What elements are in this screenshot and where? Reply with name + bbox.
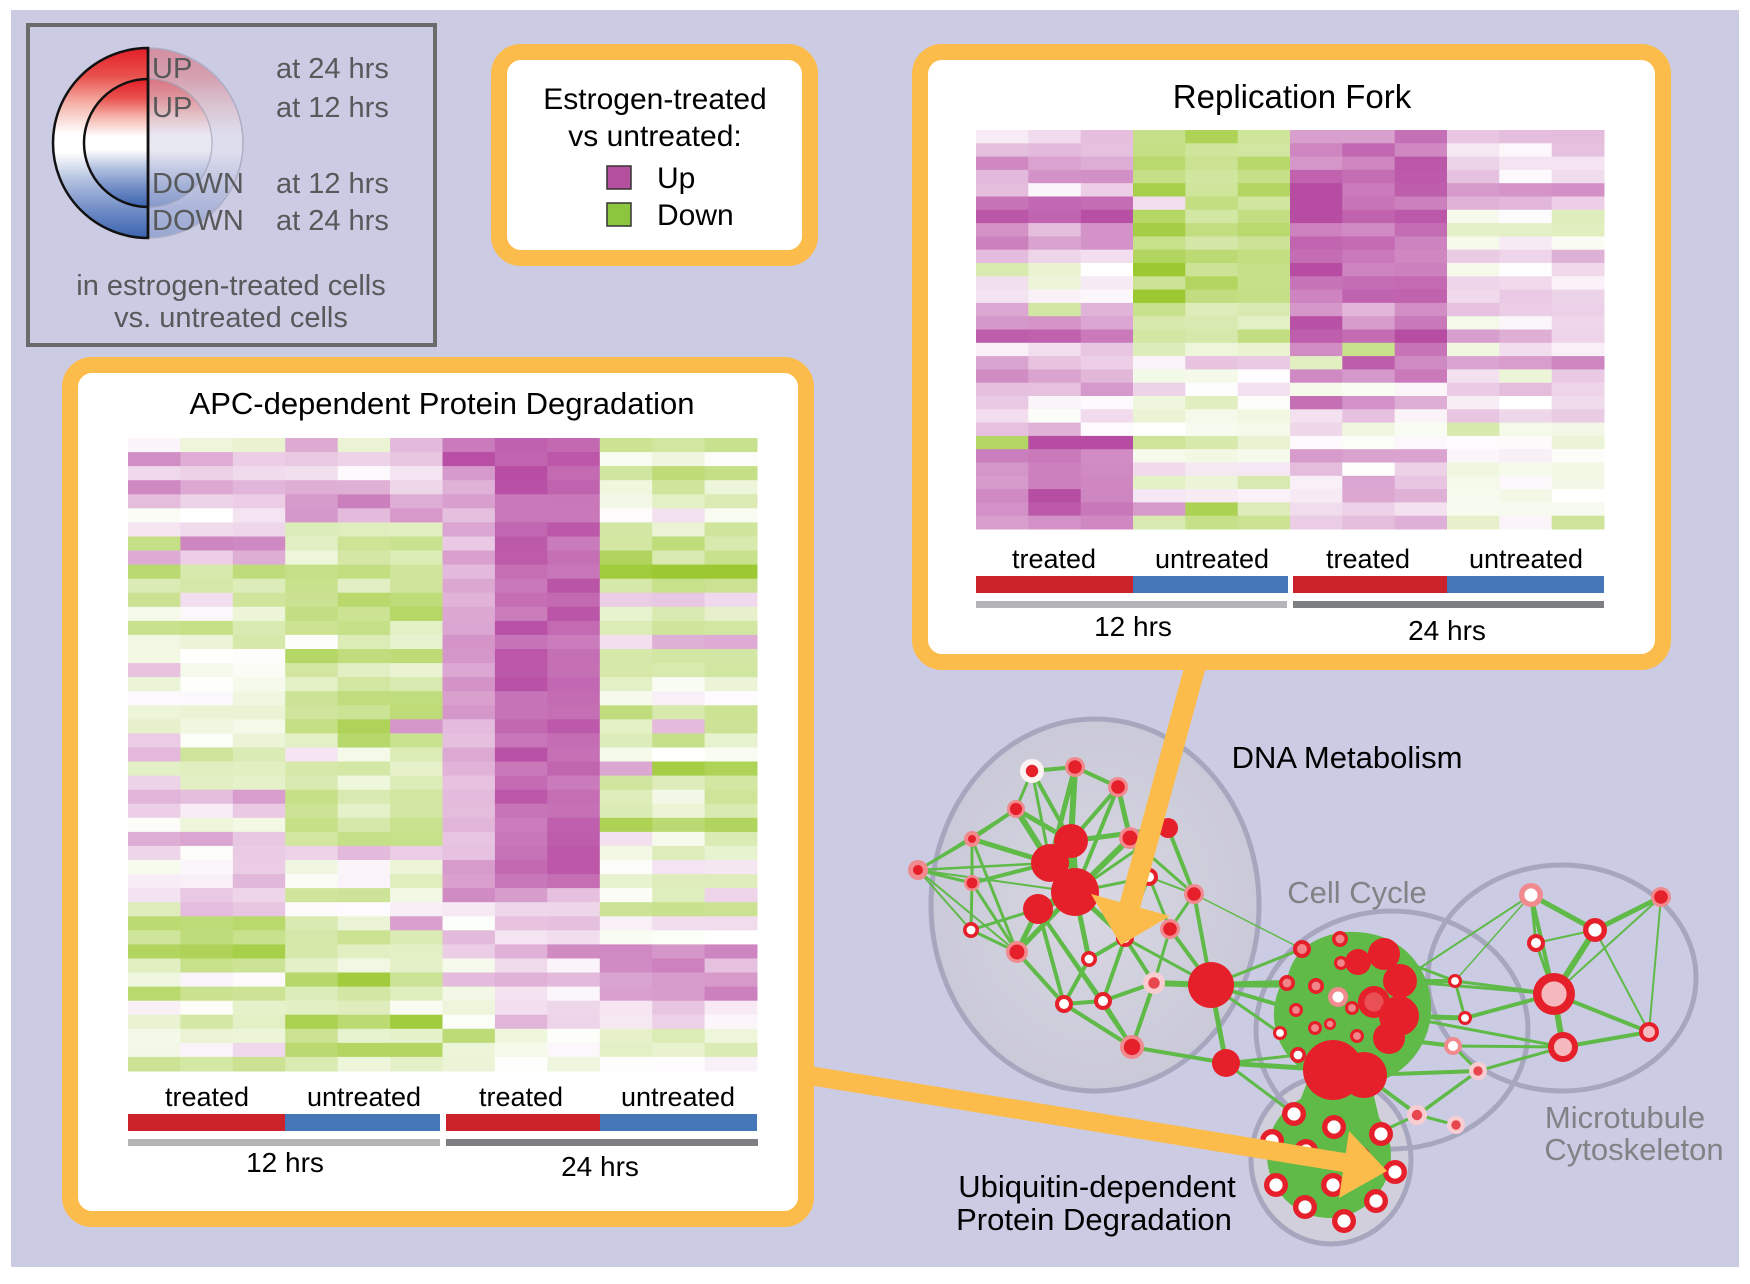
svg-text:Up: Up	[657, 162, 695, 195]
svg-text:in estrogen-treated cells: in estrogen-treated cells	[76, 270, 386, 302]
svg-text:at 12 hrs: at 12 hrs	[276, 92, 389, 124]
svg-text:untreated: untreated	[307, 1082, 421, 1112]
svg-text:vs. untreated cells: vs. untreated cells	[114, 302, 348, 334]
svg-text:DOWN: DOWN	[152, 205, 244, 237]
svg-text:UP: UP	[152, 53, 192, 85]
svg-text:UP: UP	[152, 92, 192, 124]
svg-text:Down: Down	[657, 199, 734, 232]
svg-text:treated: treated	[1012, 544, 1096, 574]
svg-text:Ubiquitin-dependent: Ubiquitin-dependent	[958, 1169, 1236, 1204]
svg-text:untreated: untreated	[1155, 544, 1269, 574]
svg-text:at 24 hrs: at 24 hrs	[276, 53, 389, 85]
svg-text:treated: treated	[1326, 544, 1410, 574]
svg-text:Cell Cycle: Cell Cycle	[1287, 875, 1427, 910]
svg-text:APC-dependent Protein Degradat: APC-dependent Protein Degradation	[190, 386, 695, 421]
svg-text:24 hrs: 24 hrs	[1408, 615, 1486, 646]
svg-text:vs untreated:: vs untreated:	[568, 120, 741, 153]
svg-text:Estrogen-treated: Estrogen-treated	[543, 83, 766, 116]
svg-text:at 12 hrs: at 12 hrs	[276, 168, 389, 200]
svg-text:DNA Metabolism: DNA Metabolism	[1232, 740, 1463, 775]
svg-text:at 24 hrs: at 24 hrs	[276, 205, 389, 237]
svg-text:Cytoskeleton: Cytoskeleton	[1544, 1132, 1723, 1167]
svg-text:12 hrs: 12 hrs	[1094, 611, 1172, 642]
svg-text:treated: treated	[165, 1082, 249, 1112]
svg-text:DOWN: DOWN	[152, 168, 244, 200]
svg-text:24 hrs: 24 hrs	[561, 1151, 639, 1182]
svg-text:Microtubule: Microtubule	[1545, 1100, 1705, 1135]
svg-text:12 hrs: 12 hrs	[246, 1147, 324, 1178]
svg-text:treated: treated	[479, 1082, 563, 1112]
svg-text:Replication Fork: Replication Fork	[1173, 78, 1412, 115]
svg-text:untreated: untreated	[1469, 544, 1583, 574]
svg-text:untreated: untreated	[621, 1082, 735, 1112]
svg-text:Protein Degradation: Protein Degradation	[956, 1202, 1232, 1237]
